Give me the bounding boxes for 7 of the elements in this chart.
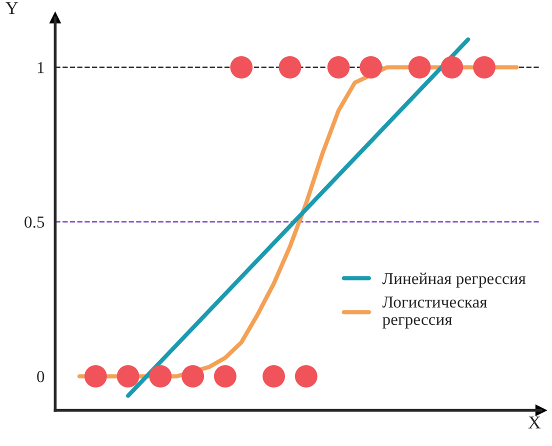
y-axis-title: Y bbox=[6, 2, 18, 14]
y-tick-label: 1 bbox=[38, 62, 44, 74]
legend-label: Линейная регрессия bbox=[382, 272, 526, 288]
y-tick-label: 0.5 bbox=[24, 216, 44, 228]
legend-label: Логистическая регрессия bbox=[382, 296, 488, 328]
y-tick-label: 0 bbox=[37, 371, 44, 382]
x-axis-title: X bbox=[528, 416, 541, 428]
